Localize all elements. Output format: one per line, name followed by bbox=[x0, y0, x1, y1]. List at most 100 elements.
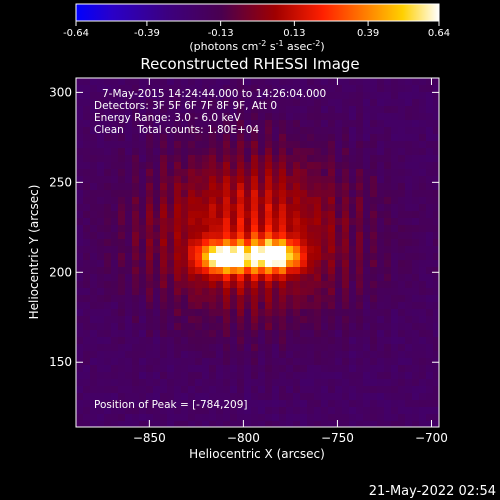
heatmap-cell bbox=[314, 358, 321, 365]
heatmap-cell bbox=[370, 239, 377, 246]
heatmap-cell bbox=[251, 197, 258, 204]
heatmap-cell bbox=[209, 365, 216, 372]
heatmap-cell bbox=[307, 386, 314, 393]
heatmap-cell bbox=[76, 225, 83, 232]
heatmap-cell bbox=[188, 232, 195, 239]
heatmap-cell bbox=[181, 127, 188, 134]
heatmap-cell bbox=[286, 400, 293, 407]
heatmap-cell bbox=[188, 120, 195, 127]
heatmap-cell bbox=[230, 232, 237, 239]
heatmap-cell bbox=[349, 365, 356, 372]
heatmap-cell bbox=[160, 365, 167, 372]
heatmap-cell bbox=[125, 141, 132, 148]
heatmap-cell bbox=[398, 134, 405, 141]
heatmap-cell bbox=[104, 169, 111, 176]
heatmap-cell bbox=[104, 386, 111, 393]
heatmap-cell bbox=[132, 386, 139, 393]
heatmap-cell bbox=[286, 309, 293, 316]
heatmap-cell bbox=[251, 225, 258, 232]
heatmap-cell bbox=[419, 225, 426, 232]
heatmap-cell bbox=[251, 232, 258, 239]
heatmap-cell bbox=[167, 379, 174, 386]
heatmap-cell bbox=[356, 106, 363, 113]
heatmap-cell bbox=[314, 134, 321, 141]
heatmap-cell bbox=[223, 421, 230, 427]
heatmap-cell bbox=[188, 183, 195, 190]
heatmap-cell bbox=[216, 407, 223, 414]
heatmap-cell bbox=[307, 99, 314, 106]
heatmap-cell bbox=[405, 351, 412, 358]
heatmap-cell bbox=[195, 295, 202, 302]
heatmap-cell bbox=[321, 267, 328, 274]
heatmap-cell bbox=[307, 267, 314, 274]
heatmap-cell bbox=[216, 239, 223, 246]
heatmap-cell bbox=[370, 92, 377, 99]
heatmap-cell bbox=[412, 218, 419, 225]
heatmap-cell bbox=[412, 281, 419, 288]
heatmap-cell bbox=[433, 183, 439, 190]
heatmap-cell bbox=[412, 183, 419, 190]
heatmap-cell bbox=[307, 134, 314, 141]
heatmap-cell bbox=[321, 99, 328, 106]
heatmap-cell bbox=[363, 337, 370, 344]
heatmap-cell bbox=[90, 295, 97, 302]
heatmap-cell bbox=[97, 253, 104, 260]
heatmap-cell bbox=[90, 225, 97, 232]
heatmap-cell bbox=[244, 372, 251, 379]
heatmap-cell bbox=[167, 260, 174, 267]
heatmap-cell bbox=[160, 351, 167, 358]
heatmap-cell bbox=[244, 379, 251, 386]
heatmap-cell bbox=[111, 190, 118, 197]
heatmap-cell bbox=[244, 267, 251, 274]
heatmap-cell bbox=[230, 407, 237, 414]
heatmap-cell bbox=[111, 344, 118, 351]
heatmap-cell bbox=[160, 197, 167, 204]
heatmap-cell bbox=[433, 190, 439, 197]
heatmap-cell bbox=[377, 281, 384, 288]
heatmap-cell bbox=[223, 246, 230, 253]
heatmap-cell bbox=[272, 225, 279, 232]
heatmap-cell bbox=[223, 106, 230, 113]
heatmap-cell bbox=[377, 176, 384, 183]
heatmap-cell bbox=[405, 246, 412, 253]
heatmap-cell bbox=[132, 183, 139, 190]
heatmap-cell bbox=[132, 218, 139, 225]
heatmap-cell bbox=[279, 225, 286, 232]
heatmap-cell bbox=[160, 253, 167, 260]
heatmap-cell bbox=[370, 309, 377, 316]
heatmap-cell bbox=[111, 260, 118, 267]
heatmap-cell bbox=[125, 302, 132, 309]
heatmap-cell bbox=[377, 183, 384, 190]
heatmap-cell bbox=[349, 113, 356, 120]
heatmap-cell bbox=[167, 190, 174, 197]
heatmap-cell bbox=[293, 295, 300, 302]
heatmap-cell bbox=[349, 414, 356, 421]
heatmap-cell bbox=[391, 309, 398, 316]
heatmap-cell bbox=[76, 379, 83, 386]
heatmap-cell bbox=[293, 225, 300, 232]
heatmap-cell bbox=[426, 260, 433, 267]
heatmap-cell bbox=[279, 379, 286, 386]
heatmap-cell bbox=[307, 190, 314, 197]
heatmap-cell bbox=[258, 379, 265, 386]
heatmap-cell bbox=[419, 267, 426, 274]
heatmap-cell bbox=[139, 204, 146, 211]
heatmap-cell bbox=[426, 400, 433, 407]
heatmap-cell bbox=[153, 120, 160, 127]
heatmap-cell bbox=[125, 190, 132, 197]
heatmap-cell bbox=[104, 309, 111, 316]
heatmap-cell bbox=[125, 120, 132, 127]
heatmap-cell bbox=[412, 162, 419, 169]
heatmap-cell bbox=[111, 232, 118, 239]
heatmap-cell bbox=[160, 344, 167, 351]
heatmap-cell bbox=[419, 92, 426, 99]
heatmap-cell bbox=[419, 365, 426, 372]
heatmap-cell bbox=[202, 232, 209, 239]
heatmap-cell bbox=[209, 120, 216, 127]
annotation-peak-position: Position of Peak = [-784,209] bbox=[94, 399, 248, 411]
heatmap-cell bbox=[251, 309, 258, 316]
heatmap-cell bbox=[146, 246, 153, 253]
heatmap-cell bbox=[370, 260, 377, 267]
heatmap-cell bbox=[377, 288, 384, 295]
heatmap-cell bbox=[321, 372, 328, 379]
